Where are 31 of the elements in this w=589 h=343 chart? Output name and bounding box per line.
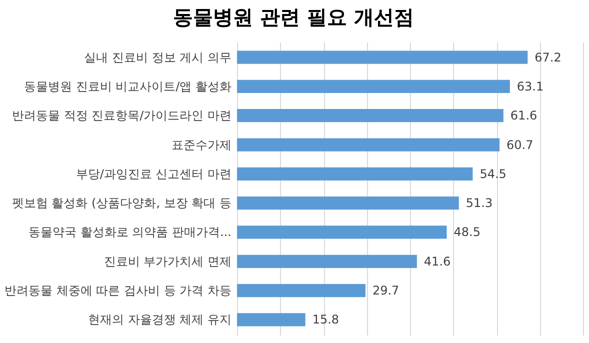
data-label: 61.6: [510, 108, 538, 123]
data-label: 67.2: [534, 50, 562, 64]
chart-title: 동물병원 관련 필요 개선점: [173, 5, 414, 29]
y-tick-label: 동물약국 활성화로 의약품 판매가격...: [28, 225, 232, 240]
bar: [237, 167, 473, 180]
data-label: 29.7: [372, 284, 400, 298]
data-label: 63.1: [516, 79, 544, 94]
data-label: 48.5: [454, 225, 480, 240]
y-tick-label: 펫보험 활성화 (상품다양화, 보장 확대 등: [12, 196, 232, 210]
bar: [237, 313, 306, 326]
bar: [237, 254, 417, 268]
bar: [237, 284, 366, 298]
data-label: 54.5: [480, 166, 506, 181]
y-tick-label: 반려동물 적정 진료항목/가이드라인 마련: [12, 108, 232, 123]
bar: [237, 109, 504, 122]
data-label: 41.6: [424, 254, 451, 268]
bar: [237, 138, 500, 152]
data-label: 51.3: [466, 196, 493, 210]
y-tick-label: 반려동물 체중에 따른 검사비 등 가격 차등: [4, 284, 232, 298]
bar: [237, 80, 510, 94]
bar: [237, 226, 447, 239]
data-label: 60.7: [506, 138, 534, 152]
y-tick-label: 동물병원 진료비 비교사이트/앱 활성화: [24, 79, 232, 94]
y-tick-label: 실내 진료비 정보 게시 의무: [84, 50, 232, 64]
y-tick-label: 진료비 부가가치세 면제: [104, 254, 232, 268]
y-tick-label: 현재의 자율경쟁 체제 유지: [88, 312, 232, 327]
bar: [237, 196, 459, 210]
data-label: 15.8: [312, 312, 340, 327]
bar: [237, 50, 528, 64]
y-tick-label: 표준수가제: [172, 138, 232, 152]
y-tick-label: 부당/과잉진료 신고센터 마련: [76, 166, 232, 181]
